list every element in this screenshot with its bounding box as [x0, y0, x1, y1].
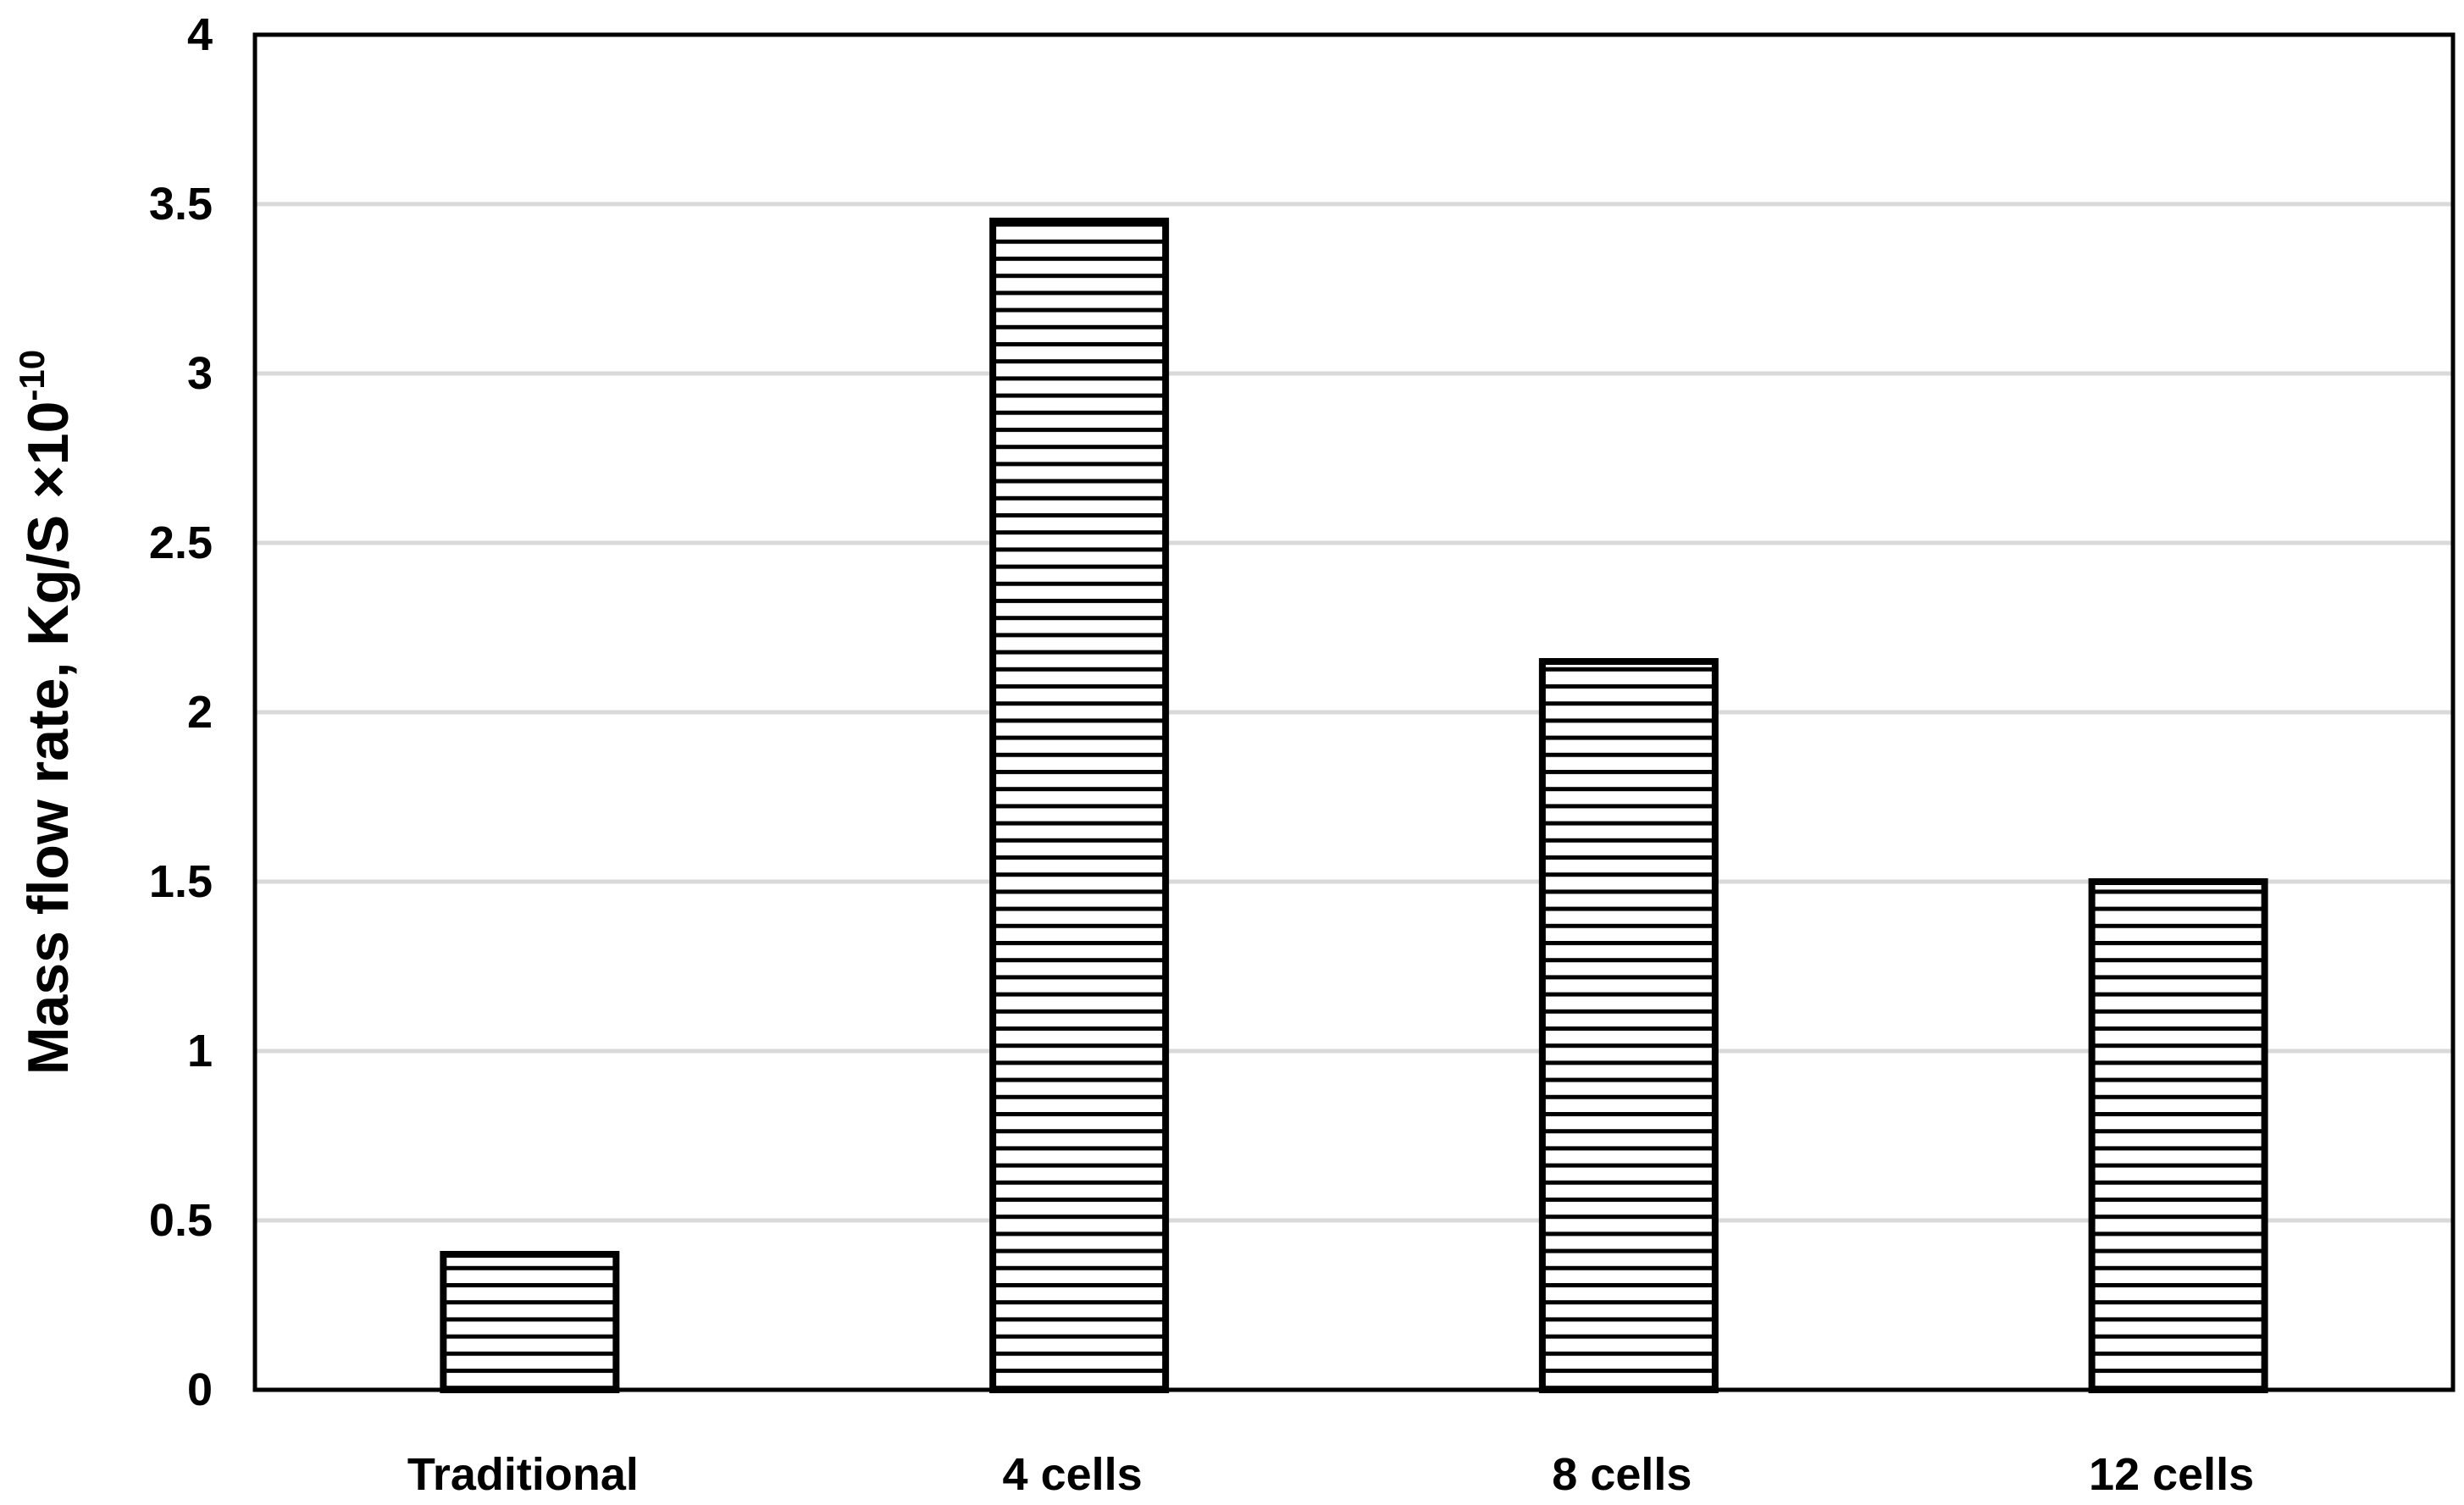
- y-tick-label: 3.5: [149, 179, 213, 230]
- bars: [440, 218, 2268, 1393]
- y-tick-label: 1.5: [149, 856, 213, 907]
- bar-12-cells: [2088, 878, 2268, 1393]
- gridlines: [255, 202, 2453, 1223]
- bar-8-cells: [1538, 658, 1719, 1393]
- x-tick-label: 12 cells: [2089, 1449, 2254, 1500]
- y-tick-label: 1: [187, 1026, 213, 1076]
- bar-4-cells: [989, 218, 1170, 1393]
- y-tick-label: 2.5: [149, 517, 213, 568]
- y-tick-label: 3: [187, 348, 213, 399]
- bar-traditional: [440, 1251, 620, 1393]
- y-tick-labels: 0 0.5 1 1.5 2 2.5 3 3.5 4: [149, 9, 213, 1415]
- x-tick-label: Traditional: [407, 1449, 639, 1500]
- y-tick-label: 0: [187, 1364, 213, 1415]
- x-tick-label: 4 cells: [1003, 1449, 1143, 1500]
- plot-area-border: [252, 32, 2456, 1392]
- y-axis-label-text: Mass flow rate, Kg/S ×10: [16, 401, 80, 1076]
- y-tick-label: 4: [187, 9, 213, 60]
- x-tick-labels: Traditional 4 cells 8 cells 12 cells: [407, 1449, 2254, 1500]
- y-axis-label-superscript: -10: [12, 350, 52, 401]
- y-tick-label: 2: [187, 687, 213, 738]
- y-tick-label: 0.5: [149, 1195, 213, 1246]
- x-tick-label: 8 cells: [1552, 1449, 1692, 1500]
- y-axis-label: Mass flow rate, Kg/S ×10-10: [12, 350, 80, 1075]
